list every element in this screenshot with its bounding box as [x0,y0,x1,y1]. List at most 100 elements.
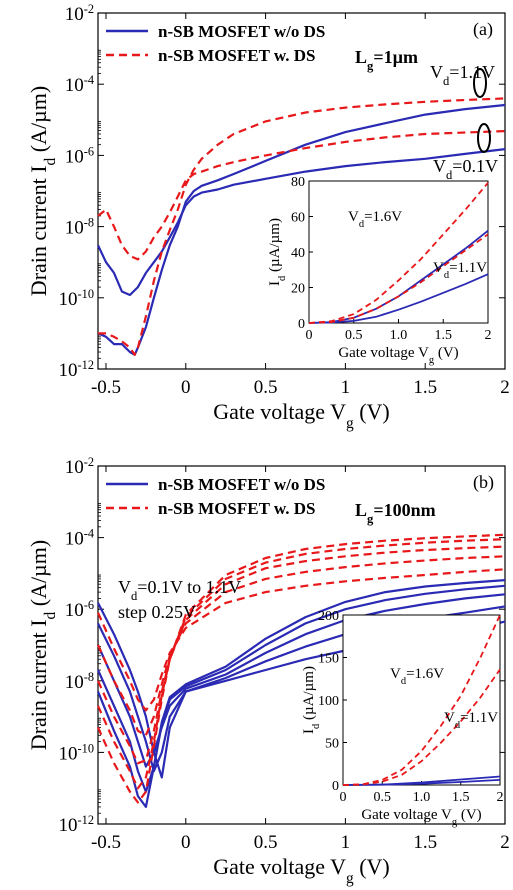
y-axis-label-part: Drain current I [26,619,51,750]
inset-y-tick-label: 20 [291,282,305,297]
inset-y-axis-label-part: (µA/µm) [301,666,317,724]
series-line-with-ds [97,130,506,261]
inset-curve-label-vd-low: Vd=1.1V [444,710,498,731]
curve-label-vd-high: Vd=1.1V [430,62,495,88]
inset-x-tick-label: 2 [497,790,504,805]
inset-curve-label-vd-low-part: =1.1V [449,260,487,276]
inset-y-axis-label: Id (µA/µm) [301,666,322,734]
inset-frame [342,614,501,786]
inset-x-tick-label: 2 [485,328,492,343]
y-tick-label: 10-2 [65,455,94,478]
vd-group-marker [473,68,487,98]
inset-curve-label-vd-low-part: V [433,260,444,276]
x-tick-label: 0 [181,832,191,853]
y-tick-label-exp: -8 [84,670,94,684]
inset-y-axis-label: Id (µA/µm) [267,218,288,286]
y-tick-label-exp: -12 [78,358,94,372]
y-tick-label-base: 10 [65,600,84,621]
vd-sweep-note-sub: d [131,589,138,603]
vd-sweep-note-part: V [118,577,131,597]
curve-label-vd-low-part: V [433,156,446,176]
inset-y-axis-label-part: (µA/µm) [267,218,283,276]
x-tick-label: 2 [500,832,510,853]
gate-length-annotation: Lg=1µm [355,47,418,73]
y-tick-label-base: 10 [65,218,84,239]
y-tick-label: 10-8 [65,216,94,239]
series-line-without-ds [96,584,506,793]
y-tick-label-exp: -6 [84,598,94,612]
inset-curve-label-vd-high-part: =1.6V [364,209,402,225]
x-tick-label: 0 [181,377,191,398]
inset-x-axis-label-part: (V) [457,807,482,823]
panel-b: -0.5 0 0.5 1 1.5 210-1210-1010-810-610-410-2G… [26,455,510,887]
legend-label: n-SB MOSFET w/o DS [158,475,325,494]
inset-x-tick-label: 1.0 [390,328,408,343]
inset-x-tick-label: 0.5 [345,328,363,343]
y-tick-label: 10-12 [59,813,94,836]
x-axis-label-part: Gate voltage V [213,399,346,424]
y-tick-label: 10-10 [59,287,94,310]
vd-group-marker [477,123,491,153]
x-axis-label-sub: g [346,870,354,887]
inset-series-line [342,668,501,786]
y-axis-label-sub: d [42,611,59,619]
inset-y-tick-label: 0 [298,317,305,332]
inset-y-tick-label: 60 [291,211,305,226]
x-tick-label: -0.5 [91,377,121,398]
y-tick-label-exp: -8 [84,216,94,230]
inset-y-axis-label-part: I [267,281,283,286]
y-tick-label-exp: -12 [78,813,94,827]
y-tick-label-base: 10 [65,672,84,693]
inset-curve-label-vd-low-sub: d [444,270,450,281]
curve-label-vd-high-sub: d [443,74,450,88]
inset-y-axis-label-sub: d [311,723,322,729]
y-tick-label: 10-2 [65,2,94,25]
curve-label-vd-high-part: V [430,62,443,82]
y-tick-label: 10-6 [65,598,94,621]
inset-curve-label-vd-high: Vd=1.6V [390,666,444,687]
y-tick-label-base: 10 [59,289,78,310]
y-tick-label-exp: -10 [78,741,94,755]
inset-y-tick-label: 0 [332,779,339,794]
inset-curve-label-vd-low: Vd=1.1V [433,260,487,281]
inset-y-tick-label: 80 [291,175,305,190]
y-tick-label: 10-10 [59,741,94,764]
inset-series-line [308,273,489,324]
x-tick-label: 1.5 [413,377,437,398]
inset-x-tick-label: 1.5 [435,328,453,343]
y-tick-label-base: 10 [59,815,78,836]
x-axis-label: Gate voltage Vg (V) [213,854,390,887]
inset-x-axis-label-sub: g [452,817,458,828]
legend-label: n-SB MOSFET w. DS [158,499,315,518]
inset-x-axis-label: Gate voltage Vg (V) [361,807,481,828]
y-axis-label: Drain current Id (A/µm) [26,540,59,750]
y-tick-label-base: 10 [65,75,84,96]
y-tick-label-base: 10 [65,146,84,167]
inset-curve-label-vd-low-part: V [444,710,455,726]
y-tick-label: 10-4 [65,527,94,550]
y-axis-label-sub: d [42,157,59,165]
inset-x-axis-label-sub: g [429,355,435,366]
gate-length-annotation-sub: g [367,512,374,526]
y-axis-label-part: Drain current I [26,165,51,296]
y-tick-label-exp: -4 [84,527,94,541]
inset-curve-label-vd-high-sub: d [359,219,365,230]
inset-series-line [342,775,501,786]
inset-x-tick-label: 0.5 [374,790,392,805]
inset-y-tick-label: 40 [291,246,305,261]
y-tick-label-base: 10 [59,360,78,381]
inset-frame [308,180,489,324]
y-tick-label-base: 10 [65,457,84,478]
inset-y-axis-label-part: I [301,729,317,734]
y-tick-label-base: 10 [65,529,84,550]
curve-label-vd-low-part: =0.1V [452,156,498,176]
inset-curve-label-vd-high-part: =1.6V [406,666,444,682]
x-axis-label-part: (V) [354,854,390,879]
y-tick-label-exp: -4 [84,73,94,87]
x-tick-label: 0.5 [254,377,278,398]
y-tick-label-exp: -2 [84,2,94,16]
series-line-with-ds [96,538,506,790]
series-line-without-ds [96,579,506,808]
y-axis-label: Drain current Id (A/µm) [26,86,59,296]
